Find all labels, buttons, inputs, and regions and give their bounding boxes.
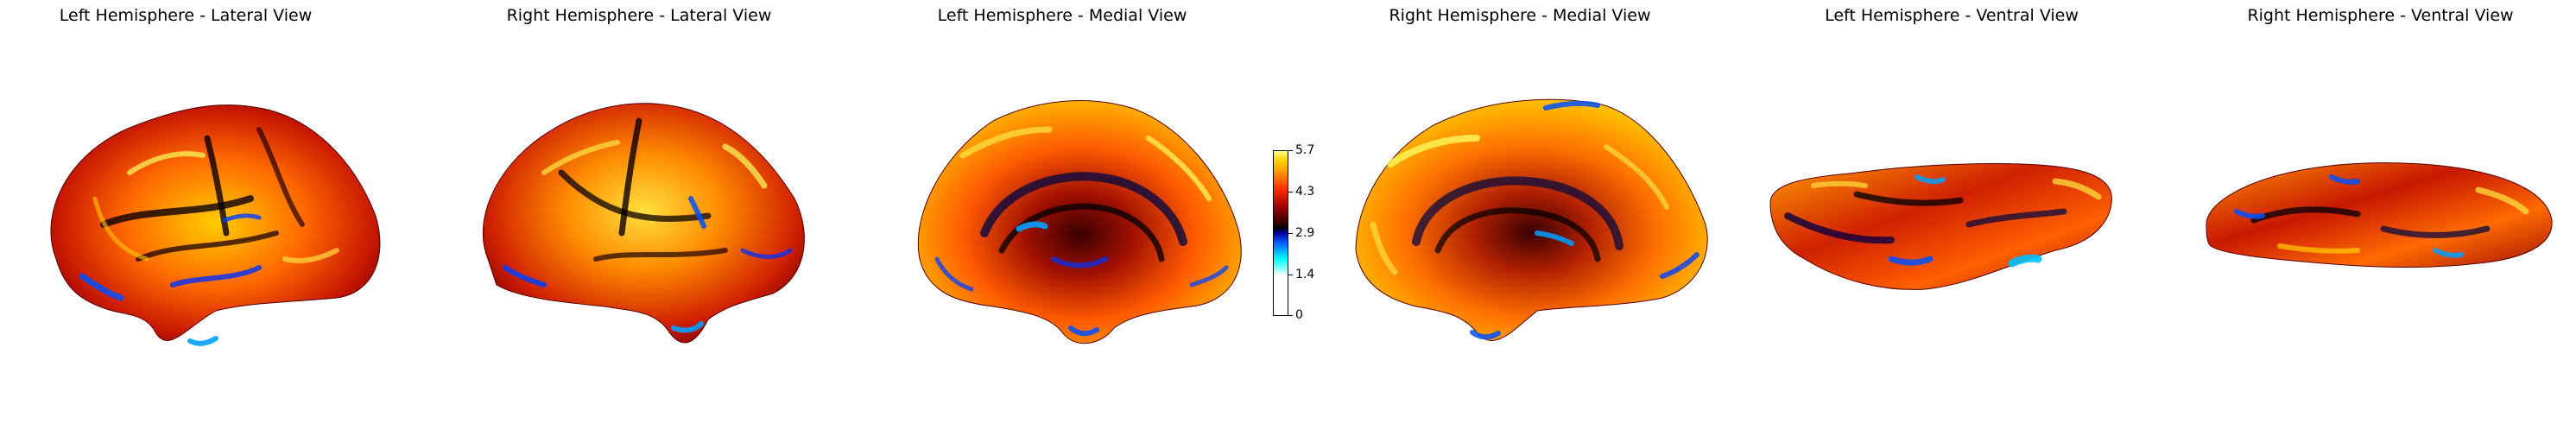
left-ventral-brain-surface	[1769, 163, 2112, 290]
panel-left-ventral: Left Hemisphere - Ventral View	[1753, 0, 2150, 442]
panel-right-lateral: Right Hemisphere - Lateral View	[432, 0, 846, 442]
panel-title: Left Hemisphere - Lateral View	[59, 6, 313, 25]
panel-title: Left Hemisphere - Medial View	[937, 6, 1187, 25]
colorbar-label: 2.9	[1295, 226, 1315, 240]
panel-title: Right Hemisphere - Ventral View	[2247, 6, 2514, 25]
colorbar	[1273, 150, 1288, 316]
panel-right-medial: Right Hemisphere - Medial View	[1321, 0, 1718, 442]
left-lateral-brain-surface	[50, 104, 381, 346]
panel-left-medial: Left Hemisphere - Medial View	[864, 0, 1261, 442]
colorbar-label-max: 5.7	[1295, 143, 1315, 157]
colorbar-tick	[1288, 315, 1293, 316]
panel-left-lateral: Left Hemisphere - Lateral View	[0, 0, 381, 442]
colorbar-label: 4.3	[1295, 185, 1315, 199]
colorbar-tick	[1288, 192, 1293, 193]
right-ventral-brain-surface	[2206, 162, 2553, 268]
right-medial-brain-surface	[1355, 98, 1708, 341]
colorbar-label-min: 0	[1295, 308, 1303, 322]
panel-right-ventral: Right Hemisphere - Ventral View	[2185, 0, 2576, 442]
panel-title: Left Hemisphere - Ventral View	[1825, 6, 2079, 25]
panel-title: Right Hemisphere - Lateral View	[506, 6, 772, 25]
colorbar-label: 1.4	[1295, 268, 1315, 281]
right-lateral-brain-surface	[482, 103, 805, 344]
left-medial-brain-surface	[917, 100, 1242, 344]
panel-title: Right Hemisphere - Medial View	[1389, 6, 1651, 25]
colorbar-tick	[1288, 150, 1293, 151]
colorbar-tick	[1288, 233, 1293, 234]
